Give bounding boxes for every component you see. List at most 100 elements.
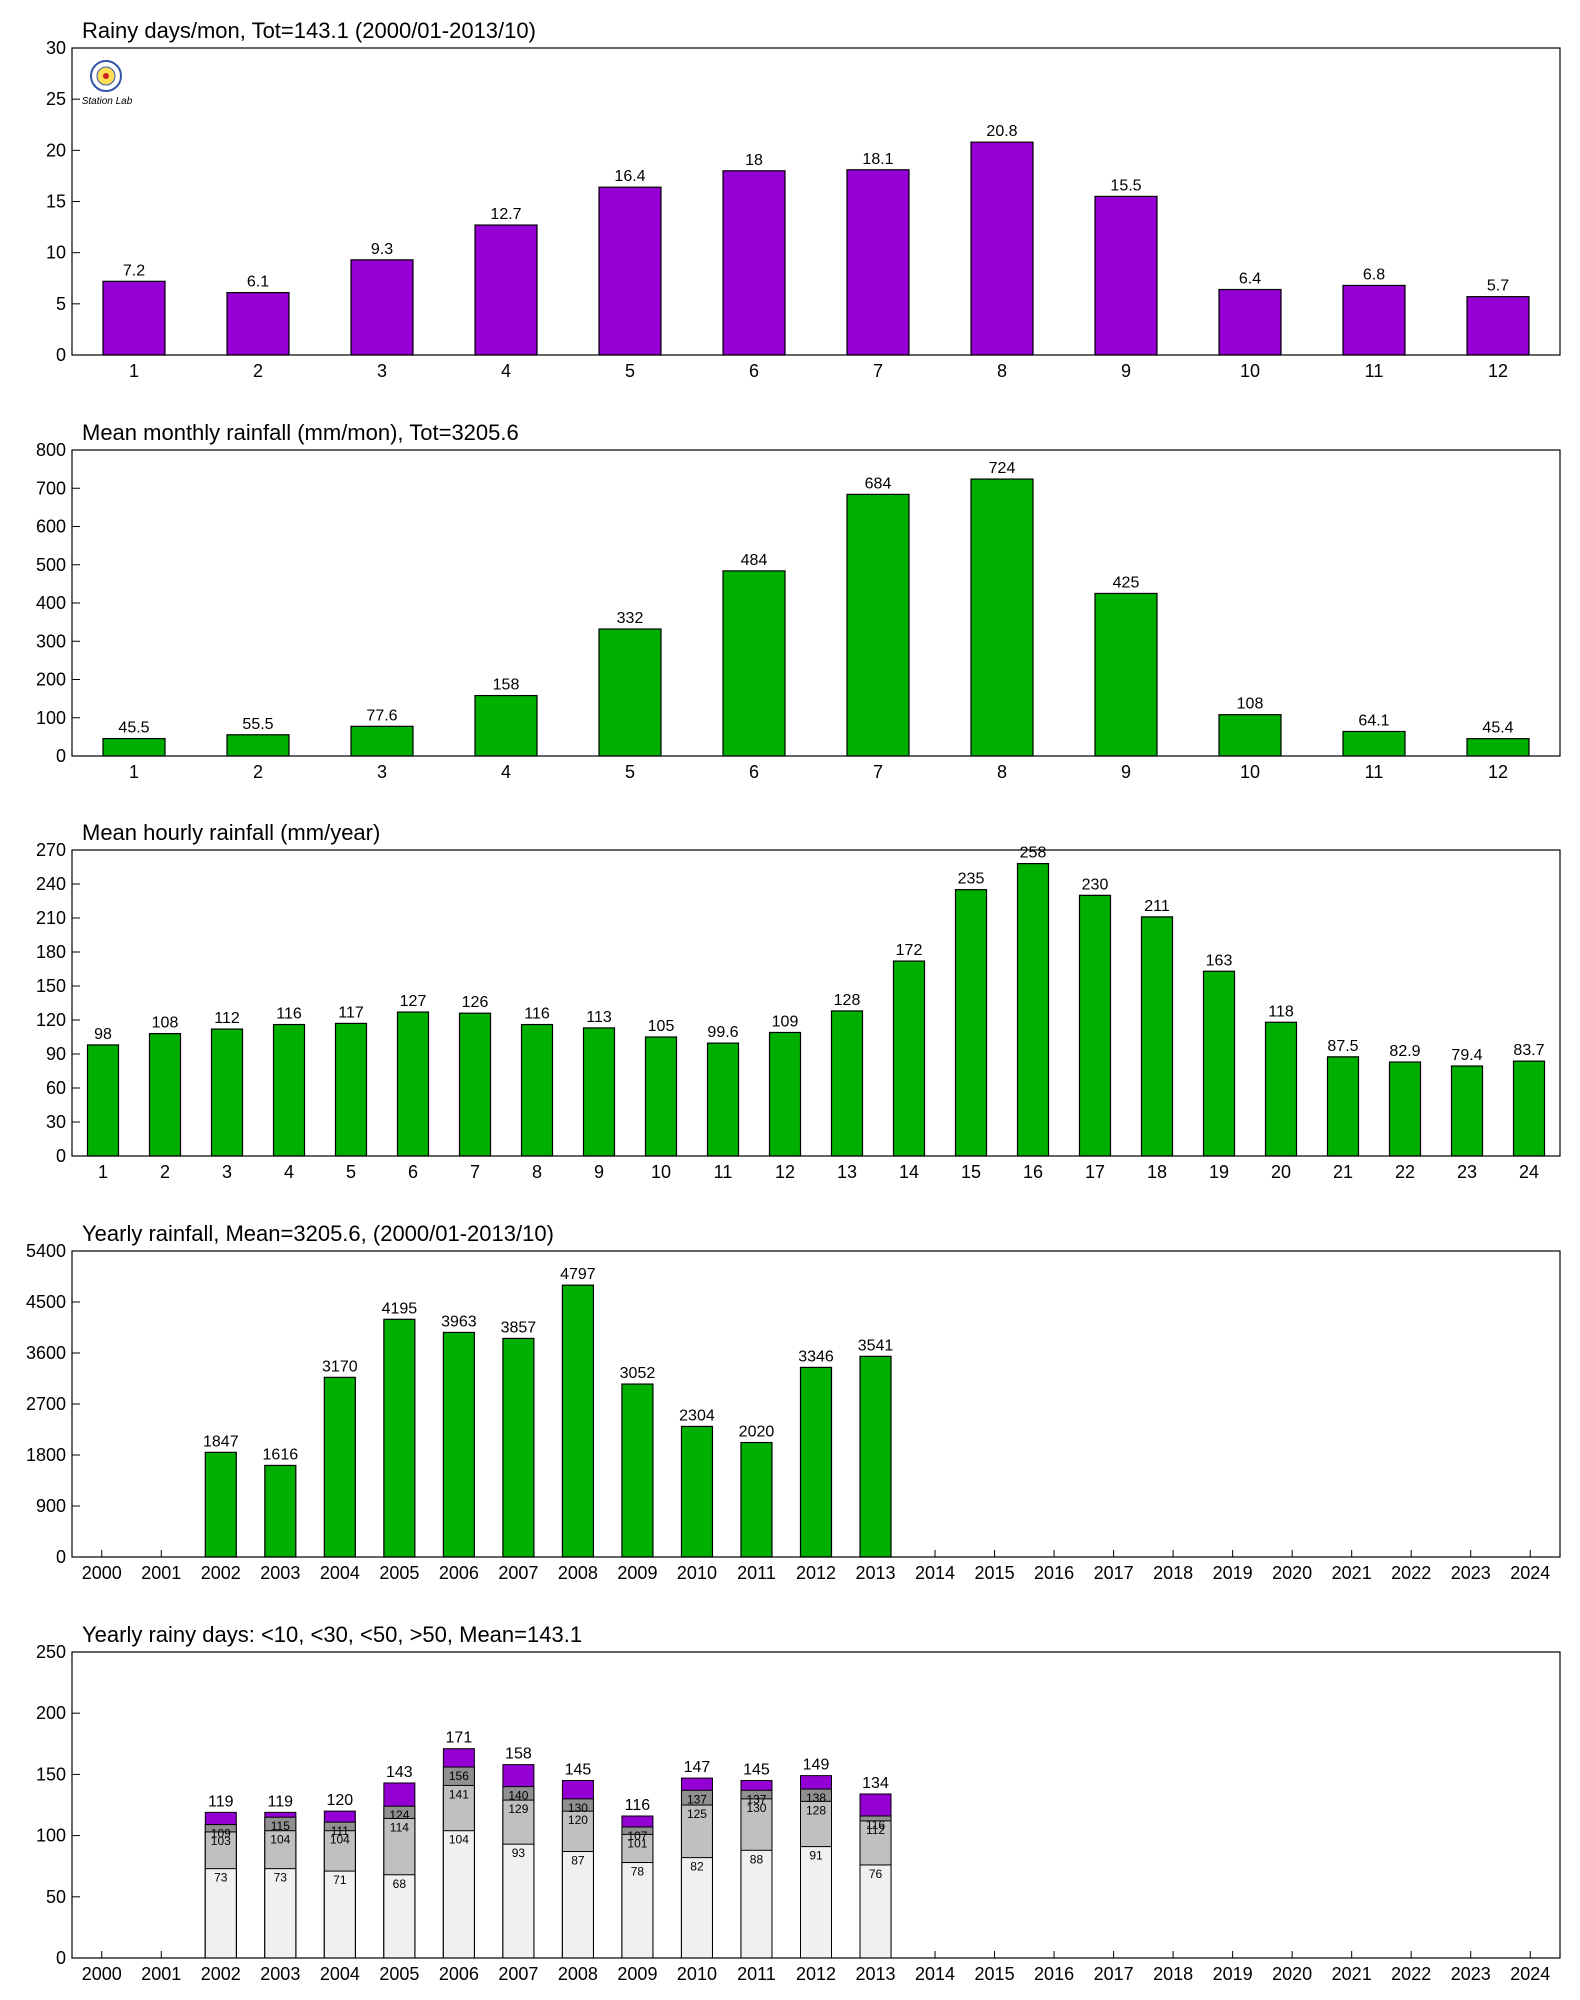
- x-tick-label: 6: [749, 361, 759, 381]
- bar: [350, 725, 414, 757]
- stacked-inner-label: 111: [331, 1824, 350, 1838]
- stacked-inner-label: 73: [274, 1871, 288, 1885]
- y-tick-label: 0: [56, 1547, 66, 1567]
- x-tick-label: 2015: [975, 1964, 1015, 1984]
- x-tick-label: 2015: [975, 1563, 1015, 1583]
- bar: [272, 1023, 306, 1157]
- plot-frame: [71, 449, 1561, 757]
- x-tick-label: 2001: [141, 1964, 181, 1984]
- bar: [561, 1284, 595, 1558]
- bar-value-label: 484: [741, 552, 768, 569]
- x-tick-label: 3: [222, 1162, 232, 1182]
- y-tick-label: 30: [46, 1112, 66, 1132]
- x-tick-label: 24: [1519, 1162, 1539, 1182]
- x-tick-label: 9: [1121, 762, 1131, 782]
- x-tick-label: 2006: [439, 1964, 479, 1984]
- bar-total-label: 158: [505, 1746, 532, 1763]
- chart-title: Mean monthly rainfall (mm/mon), Tot=3205…: [82, 420, 519, 445]
- bar-value-label: 4797: [560, 1266, 596, 1283]
- stacked-inner-label: 109: [211, 1827, 231, 1841]
- bar-value-label: 211: [1144, 898, 1170, 915]
- x-tick-label: 2009: [617, 1563, 657, 1583]
- bar-value-label: 172: [896, 942, 923, 959]
- bar-value-label: 112: [214, 1010, 240, 1027]
- y-tick-label: 60: [46, 1078, 66, 1098]
- bar-value-label: 684: [865, 475, 892, 492]
- y-tick-label: 100: [36, 708, 66, 728]
- bar-value-label: 3346: [798, 1348, 834, 1365]
- bar-value-label: 64.1: [1358, 712, 1389, 729]
- y-tick-label: 30: [46, 38, 66, 58]
- bar-value-label: 3963: [441, 1313, 477, 1330]
- x-tick-label: 20: [1271, 1162, 1291, 1182]
- bar-value-label: 105: [648, 1018, 675, 1035]
- x-tick-label: 2004: [320, 1563, 360, 1583]
- stacked-inner-label: 112: [866, 1823, 885, 1837]
- bar-total-label: 116: [625, 1797, 651, 1814]
- bar-total-label: 120: [326, 1792, 353, 1809]
- x-tick-label: 23: [1457, 1162, 1477, 1182]
- chart-title: Mean hourly rainfall (mm/year): [82, 820, 380, 845]
- x-tick-label: 2: [253, 762, 263, 782]
- plot-frame: [71, 849, 1561, 1157]
- bar-value-label: 425: [1113, 574, 1140, 591]
- x-tick-label: 11: [1365, 361, 1384, 381]
- bar-value-label: 109: [772, 1013, 799, 1030]
- x-tick-label: 4: [284, 1162, 294, 1182]
- y-tick-label: 0: [56, 746, 66, 766]
- y-tick-label: 250: [36, 1642, 66, 1662]
- x-tick-label: 2022: [1391, 1563, 1431, 1583]
- x-tick-label: 2014: [915, 1563, 955, 1583]
- x-tick-label: 2000: [82, 1563, 122, 1583]
- bar: [954, 889, 988, 1157]
- x-tick-label: 2002: [201, 1964, 241, 1984]
- stacked-inner-label: 71: [333, 1873, 347, 1887]
- bar: [102, 280, 166, 356]
- bar-value-label: 6.1: [247, 274, 269, 291]
- bar-value-label: 158: [493, 677, 520, 694]
- y-tick-label: 200: [36, 1703, 66, 1723]
- bar-value-label: 3857: [501, 1319, 537, 1336]
- y-tick-label: 4500: [26, 1292, 66, 1312]
- x-tick-label: 2001: [141, 1563, 181, 1583]
- bar: [148, 1032, 182, 1157]
- bar-value-label: 45.4: [1482, 720, 1513, 737]
- x-tick-label: 9: [1121, 361, 1131, 381]
- bar-value-label: 77.6: [366, 707, 397, 724]
- bar-value-label: 113: [586, 1009, 612, 1026]
- stacked-inner-label: 76: [869, 1867, 883, 1881]
- stacked-inner-label: 138: [806, 1791, 826, 1805]
- bar: [1218, 714, 1282, 757]
- bar: [1342, 730, 1406, 757]
- x-tick-label: 10: [1240, 361, 1260, 381]
- x-tick-label: 22: [1395, 1162, 1415, 1182]
- y-tick-label: 150: [36, 976, 66, 996]
- x-tick-label: 12: [1488, 762, 1508, 782]
- stacked-bar-segment-1: [740, 1849, 773, 1959]
- x-tick-label: 8: [997, 762, 1007, 782]
- bar: [830, 1010, 864, 1157]
- bar-value-label: 724: [989, 460, 1016, 477]
- stacked-inner-label: 101: [627, 1836, 647, 1850]
- bar-value-label: 332: [617, 610, 644, 627]
- bar-value-label: 2304: [679, 1407, 715, 1424]
- bar-value-label: 20.8: [986, 123, 1017, 140]
- x-tick-label: 4: [501, 361, 511, 381]
- stacked-inner-label: 73: [214, 1871, 228, 1885]
- bar-value-label: 87.5: [1327, 1038, 1358, 1055]
- x-tick-label: 2010: [677, 1964, 717, 1984]
- bar-value-label: 9.3: [371, 241, 393, 258]
- bar-value-label: 116: [276, 1006, 302, 1023]
- x-tick-label: 13: [837, 1162, 857, 1182]
- bar-value-label: 79.4: [1451, 1047, 1482, 1064]
- stacked-inner-label: 68: [393, 1877, 407, 1891]
- stacked-inner-label: 130: [568, 1801, 588, 1815]
- bar: [226, 291, 290, 356]
- bar: [1094, 592, 1158, 757]
- x-tick-label: 2024: [1510, 1563, 1550, 1583]
- bar: [680, 1425, 714, 1558]
- x-tick-label: 2008: [558, 1964, 598, 1984]
- bar: [264, 1464, 297, 1558]
- chart-panel-2: Mean monthly rainfall (mm/mon), Tot=3205…: [36, 420, 1561, 782]
- bar-value-label: 82.9: [1389, 1043, 1420, 1060]
